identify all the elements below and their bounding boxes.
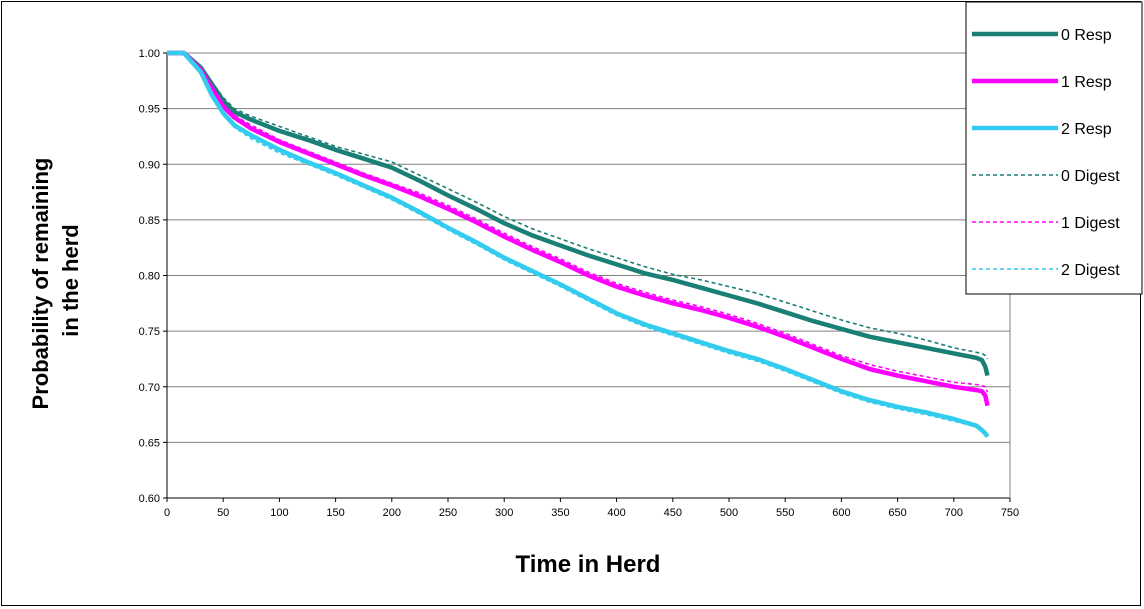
y-tick-label: 0.65	[139, 437, 160, 449]
y-tick-label: 0.70	[139, 382, 160, 394]
x-tick-label: 450	[664, 507, 682, 519]
series-line-2-resp	[167, 50, 990, 439]
x-tick-label: 600	[832, 507, 850, 519]
legend-label: 2 Digest	[1061, 262, 1120, 279]
x-tick-label: 100	[270, 507, 288, 519]
y-tick-label: 0.95	[139, 104, 160, 116]
y-tick-label: 0.75	[139, 326, 160, 338]
x-tick-label: 350	[551, 507, 569, 519]
legend-box	[965, 1, 1143, 295]
x-tick-label: 300	[495, 507, 513, 519]
x-tick-label: 200	[383, 507, 401, 519]
legend: 0 Resp 1 Resp 2 Resp 0 Digest 1 Digest 2 Dige…	[965, 1, 1143, 295]
y-tick-label: 0.85	[139, 215, 160, 227]
x-axis-title: Time in Herd	[516, 551, 661, 578]
legend-label: 0 Digest	[1061, 168, 1120, 185]
series-line-2-digest	[167, 52, 989, 435]
x-tick-label: 150	[326, 507, 344, 519]
series-line-0-resp	[167, 50, 990, 377]
x-tick-label: 750	[1001, 507, 1019, 519]
x-tick-label: 550	[776, 507, 794, 519]
y-axis-title-line-1: Probability of remaining	[28, 158, 53, 410]
x-tick-label: 650	[888, 507, 906, 519]
series-line-0-digest	[167, 52, 989, 360]
series-lines	[167, 50, 990, 439]
x-tick-label: 50	[217, 507, 229, 519]
y-tick-label: 0.90	[139, 159, 160, 171]
legend-label: 1 Resp	[1061, 74, 1112, 91]
y-tick-label: 0.80	[139, 271, 160, 283]
legend-label: 1 Digest	[1061, 215, 1120, 232]
x-tick-label: 0	[164, 507, 170, 519]
y-tick-label: 0.60	[139, 493, 160, 505]
y-axis-title: Probability of remaining in the herd	[28, 152, 83, 410]
x-tick-label: 700	[945, 507, 963, 519]
x-tick-label: 400	[607, 507, 625, 519]
series-line-1-digest	[167, 52, 989, 393]
legend-label: 0 Resp	[1061, 27, 1112, 44]
x-tick-label: 250	[439, 507, 457, 519]
x-tick-label: 500	[720, 507, 738, 519]
y-tick-label: 1.00	[139, 48, 160, 60]
legend-label: 2 Resp	[1061, 121, 1112, 138]
axes: 0.60 0.65 0.70 0.75 0.80 0.85 0.90 0.95 1.00 0 50 1…	[139, 48, 1020, 519]
series-line-1-resp	[167, 50, 990, 407]
y-axis-title-line-2: in the herd	[58, 224, 83, 336]
